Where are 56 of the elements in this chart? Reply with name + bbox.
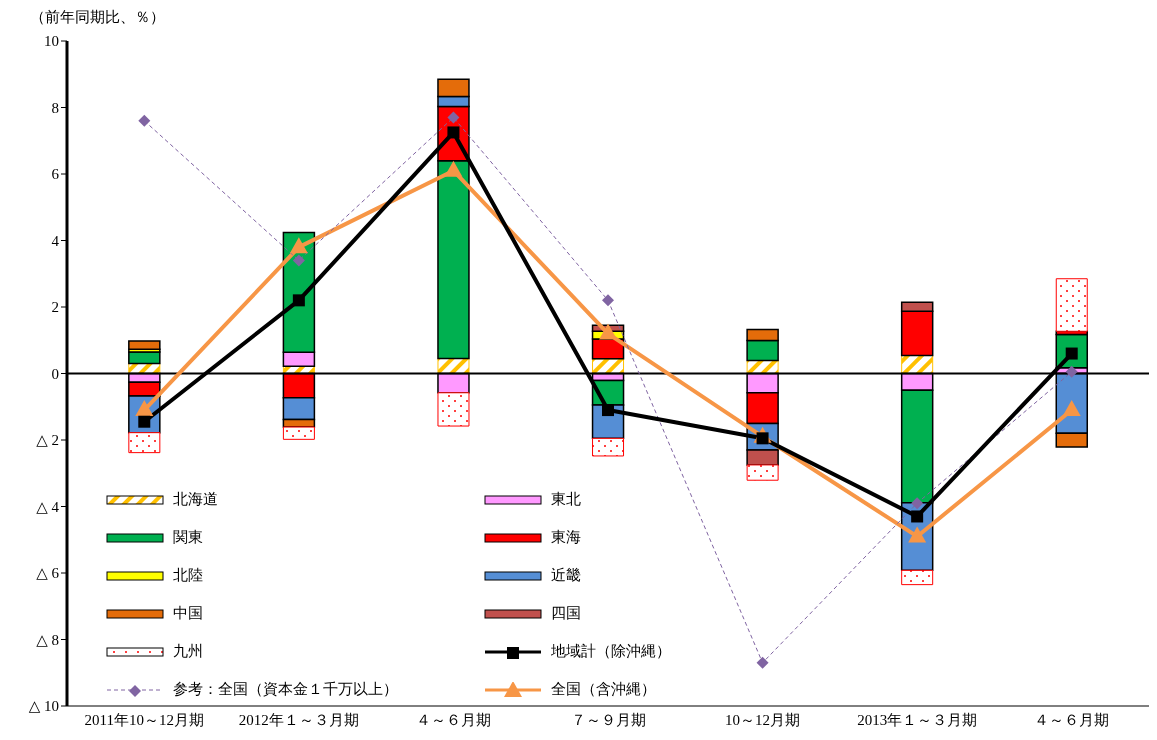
bar <box>901 569 934 586</box>
y-tick-label: 0 <box>51 365 59 382</box>
bar <box>437 358 470 374</box>
point <box>289 237 308 254</box>
y-tick-label: △ 2 <box>36 432 59 449</box>
legend-label: 全国（含沖縄） <box>551 680 656 699</box>
legend-label: 九州 <box>173 642 203 661</box>
y-tick-label: 10 <box>44 33 59 50</box>
bar <box>128 432 161 454</box>
point <box>292 254 305 267</box>
x-tick-label: 2013年１～３月期 <box>857 711 978 728</box>
bar <box>128 340 161 350</box>
legend-label: 東海 <box>551 528 581 547</box>
y-tick-label: 2 <box>51 299 59 316</box>
bar <box>592 437 625 457</box>
x-tick-label: ７～９月期 <box>570 711 646 728</box>
x-tick-label: ４～６月期 <box>415 711 491 728</box>
legend-label: 地域計（除沖縄） <box>551 642 671 661</box>
legend-label: 近畿 <box>551 566 581 585</box>
bar <box>282 426 315 440</box>
bar <box>746 464 779 481</box>
point <box>447 111 460 124</box>
legend-label: 中国 <box>173 604 203 623</box>
y-tick-label: △ 4 <box>36 498 60 515</box>
point <box>292 294 305 307</box>
point <box>1065 365 1078 378</box>
y-tick-label: △ 6 <box>36 565 60 582</box>
legend-label: 北陸 <box>173 566 203 585</box>
legend-label: 四国 <box>551 604 581 623</box>
bar <box>1055 278 1088 332</box>
y-tick-label: 8 <box>51 99 59 116</box>
y-tick-label: 6 <box>51 166 60 183</box>
y-tick-label: △ 10 <box>28 698 59 715</box>
x-tick-label: 10～12月期 <box>725 711 801 728</box>
x-tick-label: ４～６月期 <box>1034 711 1110 728</box>
x-tick-label: 2012年１～３月期 <box>238 711 359 728</box>
legend-label: 参考：全国（資本金１千万以上） <box>173 680 398 699</box>
legend-label: 東北 <box>551 490 581 509</box>
point <box>911 510 924 523</box>
point <box>911 497 924 510</box>
point <box>138 114 151 127</box>
bar <box>901 355 934 374</box>
bar <box>437 392 470 427</box>
y-tick-label: 4 <box>51 232 60 249</box>
y-axis-title: （前年同期比、％） <box>30 8 165 27</box>
legend-label: 関東 <box>173 528 203 547</box>
x-tick-label: 2011年10～12月期 <box>84 711 205 728</box>
point <box>599 323 617 340</box>
point <box>138 415 151 428</box>
legend-label: 北海道 <box>173 490 218 509</box>
point <box>602 404 614 417</box>
y-tick-label: △ 8 <box>36 631 59 648</box>
point <box>447 126 460 139</box>
point <box>444 160 463 177</box>
point <box>602 294 614 307</box>
point <box>756 656 769 669</box>
